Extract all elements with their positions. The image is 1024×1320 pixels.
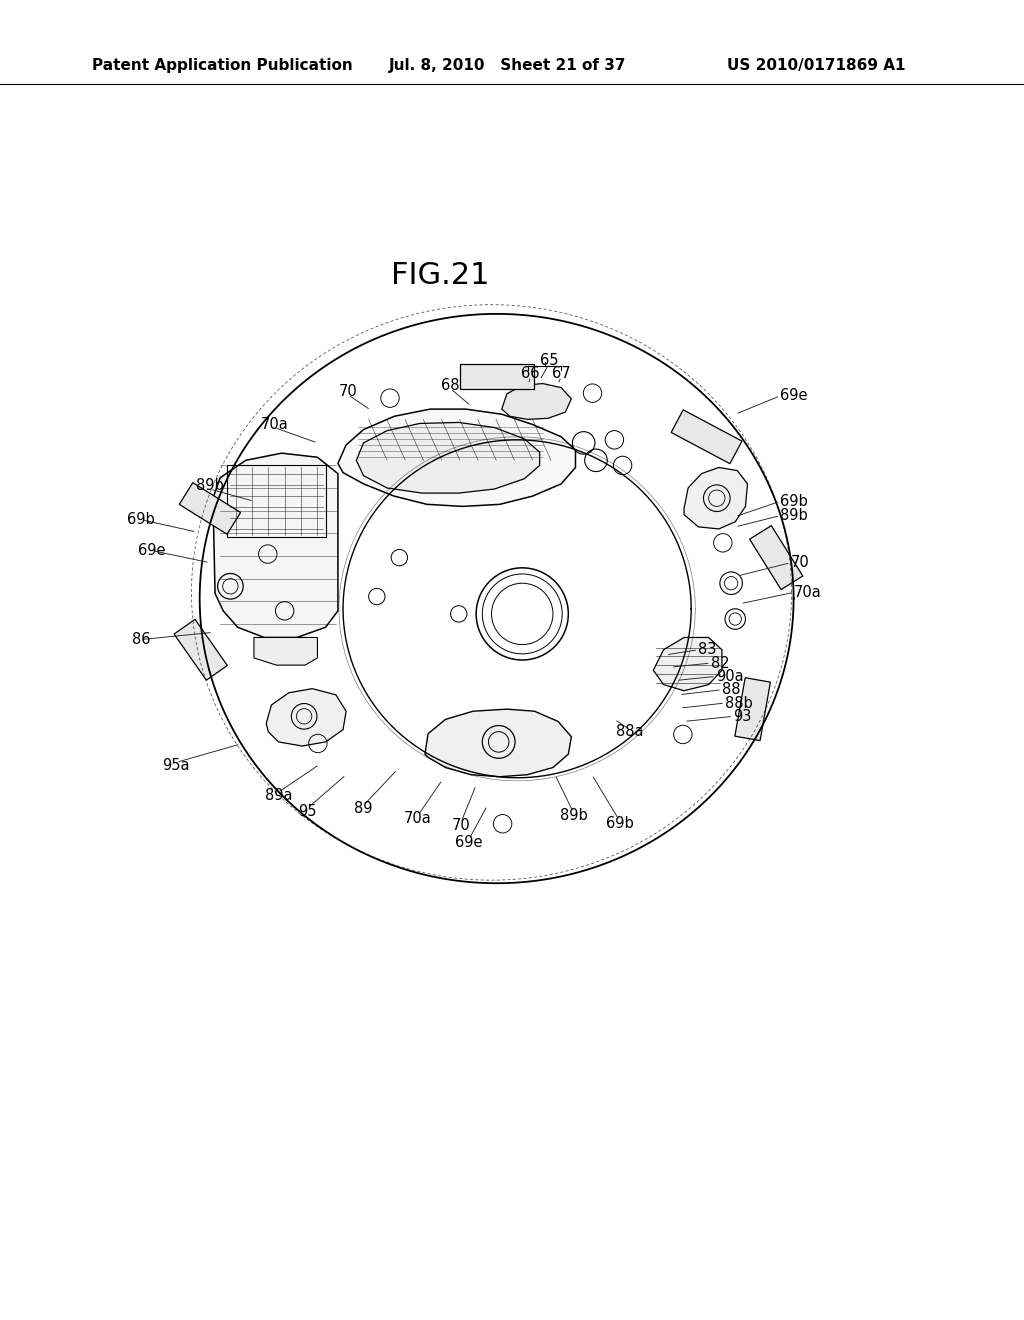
Text: 83: 83 bbox=[698, 643, 717, 657]
Text: 65: 65 bbox=[540, 354, 558, 368]
Polygon shape bbox=[735, 677, 770, 741]
Text: 88b: 88b bbox=[725, 696, 753, 710]
Text: 93: 93 bbox=[733, 709, 752, 723]
Text: 89b: 89b bbox=[196, 478, 224, 494]
Polygon shape bbox=[213, 453, 338, 638]
Text: 88: 88 bbox=[722, 682, 740, 697]
Text: 86: 86 bbox=[132, 632, 151, 647]
Text: 70a: 70a bbox=[260, 417, 289, 432]
Text: 95a: 95a bbox=[163, 758, 189, 774]
Text: 89a: 89a bbox=[265, 788, 292, 803]
Polygon shape bbox=[254, 638, 317, 665]
Text: 90a: 90a bbox=[716, 669, 743, 684]
Polygon shape bbox=[684, 467, 748, 529]
Polygon shape bbox=[266, 689, 346, 746]
Text: 70: 70 bbox=[452, 818, 470, 833]
Text: FIG.21: FIG.21 bbox=[391, 261, 489, 290]
Text: 89b: 89b bbox=[559, 808, 588, 824]
Text: 69e: 69e bbox=[780, 388, 808, 404]
Polygon shape bbox=[179, 483, 241, 535]
Polygon shape bbox=[502, 384, 571, 420]
Text: 89: 89 bbox=[354, 801, 373, 816]
Text: Patent Application Publication: Patent Application Publication bbox=[92, 58, 353, 73]
Text: 69b: 69b bbox=[127, 512, 156, 527]
Text: 82: 82 bbox=[711, 656, 729, 671]
Text: 67: 67 bbox=[552, 366, 570, 380]
Text: 66: 66 bbox=[521, 366, 540, 380]
Text: 88a: 88a bbox=[616, 725, 643, 739]
Text: 69e: 69e bbox=[456, 834, 482, 850]
Polygon shape bbox=[425, 709, 571, 776]
Text: 70: 70 bbox=[339, 384, 357, 399]
Polygon shape bbox=[338, 409, 575, 507]
Text: 70a: 70a bbox=[403, 812, 432, 826]
Polygon shape bbox=[356, 422, 540, 494]
Text: 89b: 89b bbox=[780, 508, 808, 523]
Polygon shape bbox=[460, 363, 534, 389]
Text: US 2010/0171869 A1: US 2010/0171869 A1 bbox=[727, 58, 905, 73]
Text: 69b: 69b bbox=[780, 494, 808, 508]
Polygon shape bbox=[750, 525, 803, 590]
Text: 95: 95 bbox=[298, 804, 316, 818]
Text: 69e: 69e bbox=[138, 543, 165, 558]
Polygon shape bbox=[671, 409, 742, 463]
Text: 70a: 70a bbox=[794, 585, 821, 599]
Text: 68: 68 bbox=[441, 378, 460, 393]
Text: 69b: 69b bbox=[605, 816, 634, 832]
Text: 70: 70 bbox=[791, 556, 809, 570]
Polygon shape bbox=[653, 638, 722, 690]
Text: Jul. 8, 2010   Sheet 21 of 37: Jul. 8, 2010 Sheet 21 of 37 bbox=[389, 58, 627, 73]
Polygon shape bbox=[174, 619, 227, 680]
